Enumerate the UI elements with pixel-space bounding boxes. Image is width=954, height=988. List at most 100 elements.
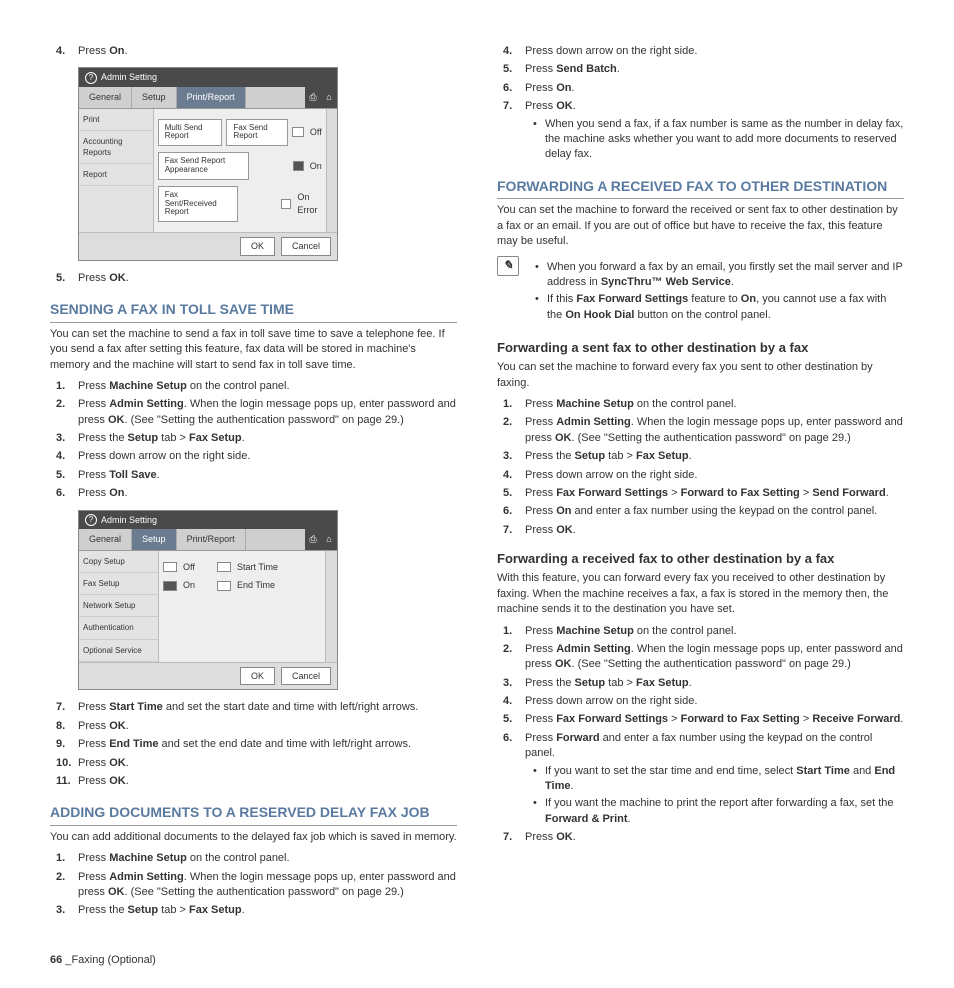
step-number: 3. bbox=[503, 449, 512, 464]
list-item: 5. Press OK. bbox=[50, 271, 457, 286]
tab-general: General bbox=[79, 87, 132, 108]
note-list: When you forward a fax by an email, you … bbox=[527, 258, 904, 326]
list-item: 8.Press OK. bbox=[50, 719, 457, 734]
list-item: 2.Press Admin Setting. When the login me… bbox=[50, 397, 457, 428]
tab-setup: Setup bbox=[132, 87, 177, 108]
list-item: 11.Press OK. bbox=[50, 774, 457, 789]
list-item: 5.Press Toll Save. bbox=[50, 468, 457, 483]
note-block: ✎ When you forward a fax by an email, yo… bbox=[497, 256, 904, 328]
right-column: 4.Press down arrow on the right side. 5.P… bbox=[497, 40, 904, 923]
export-icon: ⎙ bbox=[305, 87, 321, 108]
list-item: 4.Press down arrow on the right side. bbox=[497, 694, 904, 709]
page-footer: 66 _Faxing (Optional) bbox=[50, 953, 904, 968]
step-number: 10. bbox=[56, 756, 71, 771]
step-number: 4. bbox=[503, 694, 512, 709]
tab-print-report: Print/Report bbox=[177, 87, 246, 108]
add-steps-list: 1.Press Machine Setup on the control pan… bbox=[50, 851, 457, 919]
list-item: 2.Press Admin Setting. When the login me… bbox=[50, 870, 457, 901]
list-item: 3.Press the Setup tab > Fax Setup. bbox=[497, 449, 904, 464]
paragraph: You can set the machine to forward the r… bbox=[497, 203, 904, 249]
list-item: 6.Press On. bbox=[497, 81, 904, 96]
home-icon: ⌂ bbox=[321, 529, 337, 550]
step-number: 4. bbox=[503, 468, 512, 483]
list-item: 5.Press Fax Forward Settings > Forward t… bbox=[497, 486, 904, 501]
list-item: 6.Press On and enter a fax number using … bbox=[497, 504, 904, 519]
step-number: 7. bbox=[503, 99, 512, 114]
list-item: 2.Press Admin Setting. When the login me… bbox=[497, 415, 904, 446]
list-item: 3.Press the Setup tab > Fax Setup. bbox=[50, 431, 457, 446]
tab-general: General bbox=[79, 529, 132, 550]
list-item: 7.Press Start Time and set the start dat… bbox=[50, 700, 457, 715]
step-number: 7. bbox=[56, 700, 65, 715]
step-number: 1. bbox=[503, 397, 512, 412]
sub-item: If you want to set the star time and end… bbox=[525, 764, 904, 795]
step-number: 5. bbox=[503, 712, 512, 727]
step-list: 4. Press On. bbox=[50, 44, 457, 59]
step-number: 4. bbox=[56, 449, 65, 464]
help-icon: ? bbox=[85, 72, 97, 84]
step-number: 5. bbox=[56, 468, 65, 483]
list-item: 10.Press OK. bbox=[50, 756, 457, 771]
list-item: 2.Press Admin Setting. When the login me… bbox=[497, 642, 904, 673]
note-icon: ✎ bbox=[497, 256, 519, 276]
heading-add-documents: ADDING DOCUMENTS TO A RESERVED DELAY FAX… bbox=[50, 803, 457, 826]
export-icon: ⎙ bbox=[305, 529, 321, 550]
paragraph: With this feature, you can forward every… bbox=[497, 571, 904, 617]
list-item: 1.Press Machine Setup on the control pan… bbox=[50, 851, 457, 866]
list-item: 4.Press down arrow on the right side. bbox=[497, 468, 904, 483]
step-number: 11. bbox=[56, 774, 71, 789]
step-number: 2. bbox=[503, 415, 512, 430]
tab-setup: Setup bbox=[132, 529, 177, 550]
note-item: If this Fax Forward Settings feature to … bbox=[527, 292, 904, 323]
heading-toll-save: SENDING A FAX IN TOLL SAVE TIME bbox=[50, 300, 457, 323]
list-item: 1.Press Machine Setup on the control pan… bbox=[497, 624, 904, 639]
paragraph: You can set the machine to forward every… bbox=[497, 360, 904, 391]
list-item: 5.Press Send Batch. bbox=[497, 62, 904, 77]
paragraph: You can add additional documents to the … bbox=[50, 830, 457, 845]
list-item: 7.Press OK.When you send a fax, if a fax… bbox=[497, 99, 904, 163]
step-number: 8. bbox=[56, 719, 65, 734]
step-number: 5. bbox=[503, 62, 512, 77]
list-item: 5.Press Fax Forward Settings > Forward t… bbox=[497, 712, 904, 727]
step-number: 3. bbox=[503, 676, 512, 691]
list-item: 6.Press Forward and enter a fax number u… bbox=[497, 731, 904, 827]
note-item: When you forward a fax by an email, you … bbox=[527, 260, 904, 291]
list-item: 6.Press On. bbox=[50, 486, 457, 501]
step-number: 1. bbox=[503, 624, 512, 639]
home-icon: ⌂ bbox=[321, 87, 337, 108]
step-number: 7. bbox=[503, 523, 512, 538]
sub-item: If you want the machine to print the rep… bbox=[525, 796, 904, 827]
ok-button: OK bbox=[240, 667, 275, 686]
step-number: 4. bbox=[503, 44, 512, 59]
ok-button: OK bbox=[240, 237, 275, 256]
list-item: 7.Press OK. bbox=[497, 523, 904, 538]
help-icon: ? bbox=[85, 514, 97, 526]
step-number: 1. bbox=[56, 379, 65, 394]
step-number: 3. bbox=[56, 431, 65, 446]
paragraph: You can set the machine to send a fax in… bbox=[50, 327, 457, 373]
sent-steps-list: 1.Press Machine Setup on the control pan… bbox=[497, 397, 904, 538]
step-number: 6. bbox=[56, 486, 65, 501]
step-number: 6. bbox=[503, 81, 512, 96]
step-number: 3. bbox=[56, 903, 65, 918]
step-number: 2. bbox=[56, 870, 65, 885]
heading-sent-fax: Forwarding a sent fax to other destinati… bbox=[497, 339, 904, 357]
step-number: 7. bbox=[503, 830, 512, 845]
toll-steps-list: 1.Press Machine Setup on the control pan… bbox=[50, 379, 457, 502]
step-number: 6. bbox=[503, 504, 512, 519]
list-item: 1.Press Machine Setup on the control pan… bbox=[50, 379, 457, 394]
list-item: 1.Press Machine Setup on the control pan… bbox=[497, 397, 904, 412]
list-item: 4. Press On. bbox=[50, 44, 457, 59]
sub-item: When you send a fax, if a fax number is … bbox=[525, 117, 904, 163]
list-item: 7.Press OK. bbox=[497, 830, 904, 845]
cancel-button: Cancel bbox=[281, 237, 331, 256]
continued-steps-list: 4.Press down arrow on the right side.5.P… bbox=[497, 44, 904, 163]
recv-steps-list: 1.Press Machine Setup on the control pan… bbox=[497, 624, 904, 846]
list-item: 9.Press End Time and set the end date an… bbox=[50, 737, 457, 752]
list-item: 3.Press the Setup tab > Fax Setup. bbox=[497, 676, 904, 691]
step-number: 9. bbox=[56, 737, 65, 752]
left-column: 4. Press On. ?Admin Setting General Setu… bbox=[50, 40, 457, 923]
step-number: 5. bbox=[503, 486, 512, 501]
heading-recv-fax: Forwarding a received fax to other desti… bbox=[497, 550, 904, 568]
list-item: 4.Press down arrow on the right side. bbox=[50, 449, 457, 464]
